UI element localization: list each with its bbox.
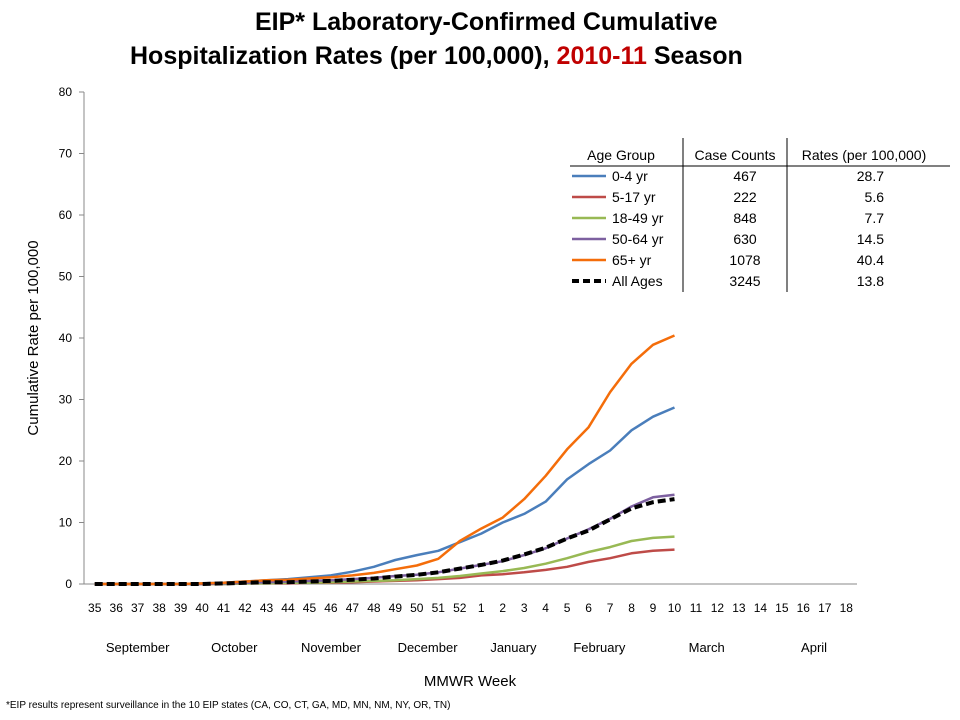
legend-rate: 13.8	[857, 273, 884, 289]
month-label: March	[689, 640, 725, 655]
legend-case-count: 1078	[729, 252, 760, 268]
footnote: *EIP results represent surveillance in t…	[6, 700, 451, 711]
month-label: October	[211, 640, 258, 655]
x-tick-label: 37	[131, 601, 145, 615]
x-tick-label: 50	[410, 601, 424, 615]
month-label: December	[398, 640, 459, 655]
y-axis-title: Cumulative Rate per 100,000	[25, 240, 42, 435]
chart-title-line1: EIP* Laboratory-Confirmed Cumulative	[255, 8, 718, 36]
x-tick-label: 4	[542, 601, 549, 615]
x-tick-label: 1	[478, 601, 485, 615]
x-tick-label: 39	[174, 601, 188, 615]
x-tick-label: 3	[521, 601, 528, 615]
legend-header-age-group: Age Group	[587, 147, 655, 163]
legend-case-count: 848	[733, 210, 757, 226]
x-tick-label: 13	[732, 601, 746, 615]
title-season-word: Season	[653, 42, 743, 70]
legend-header-rates: Rates (per 100,000)	[802, 147, 927, 163]
x-tick-label: 5	[564, 601, 571, 615]
y-tick-label: 0	[65, 577, 72, 591]
series-line-0-4-yr	[94, 406, 675, 586]
chart-title-line2: Hospitalization Rates (per 100,000), 201…	[130, 42, 743, 71]
x-tick-label: 49	[389, 601, 403, 615]
y-tick-label: 70	[59, 147, 73, 161]
x-tick-label: 52	[453, 601, 467, 615]
x-tick-label: 16	[797, 601, 811, 615]
legend-case-count: 467	[733, 168, 757, 184]
y-tick-label: 10	[59, 516, 73, 530]
legend-age-group: 18-49 yr	[612, 210, 664, 226]
legend-rate: 14.5	[857, 231, 884, 247]
y-tick-label: 20	[59, 454, 73, 468]
legend-case-count: 222	[733, 189, 757, 205]
month-label: November	[301, 640, 362, 655]
month-label: February	[573, 640, 626, 655]
legend-age-group: 0-4 yr	[612, 168, 648, 184]
x-tick-label: 10	[668, 601, 682, 615]
legend-rate: 7.7	[865, 210, 885, 226]
x-tick-label: 47	[346, 601, 360, 615]
legend-age-group: 65+ yr	[612, 252, 652, 268]
x-tick-label: 42	[238, 601, 252, 615]
x-tick-label: 46	[324, 601, 338, 615]
legend-rate: 40.4	[857, 252, 884, 268]
x-tick-label: 12	[711, 601, 725, 615]
y-tick-label: 30	[59, 393, 73, 407]
legend-age-group: 50-64 yr	[612, 231, 664, 247]
x-tick-label: 38	[152, 601, 166, 615]
legend-age-group: 5-17 yr	[612, 189, 656, 205]
x-tick-label: 48	[367, 601, 381, 615]
x-tick-label: 9	[650, 601, 657, 615]
x-tick-label: 8	[628, 601, 635, 615]
legend-case-count: 3245	[729, 273, 760, 289]
legend-rate: 28.7	[857, 168, 884, 184]
y-tick-label: 40	[59, 331, 73, 345]
legend-rate: 5.6	[865, 189, 885, 205]
month-label: September	[106, 640, 170, 655]
x-tick-label: 44	[281, 601, 295, 615]
y-tick-label: 80	[59, 85, 73, 99]
legend-header-case-counts: Case Counts	[695, 147, 776, 163]
x-tick-label: 45	[303, 601, 317, 615]
x-tick-label: 41	[217, 601, 231, 615]
month-label: April	[801, 640, 827, 655]
y-tick-label: 60	[59, 208, 73, 222]
x-tick-label: 40	[195, 601, 209, 615]
x-tick-label: 36	[110, 601, 124, 615]
x-tick-label: 35	[88, 601, 102, 615]
legend-age-group: All Ages	[612, 273, 663, 289]
x-tick-label: 18	[840, 601, 854, 615]
series-line-65-yr	[94, 334, 675, 586]
title-text: Hospitalization Rates (per 100,000),	[130, 42, 550, 70]
series-line-all-ages	[94, 497, 675, 586]
y-tick-label: 50	[59, 270, 73, 284]
x-tick-label: 17	[818, 601, 832, 615]
x-tick-label: 2	[499, 601, 506, 615]
legend-case-count: 630	[733, 231, 757, 247]
x-tick-label: 51	[432, 601, 446, 615]
x-axis-title: MMWR Week	[424, 673, 517, 690]
x-tick-label: 11	[690, 601, 703, 615]
x-tick-label: 15	[775, 601, 789, 615]
title-season: 2010-11	[556, 42, 647, 70]
x-tick-label: 14	[754, 601, 768, 615]
x-tick-label: 7	[607, 601, 614, 615]
x-tick-label: 6	[585, 601, 592, 615]
x-tick-label: 43	[260, 601, 274, 615]
month-label: January	[490, 640, 537, 655]
